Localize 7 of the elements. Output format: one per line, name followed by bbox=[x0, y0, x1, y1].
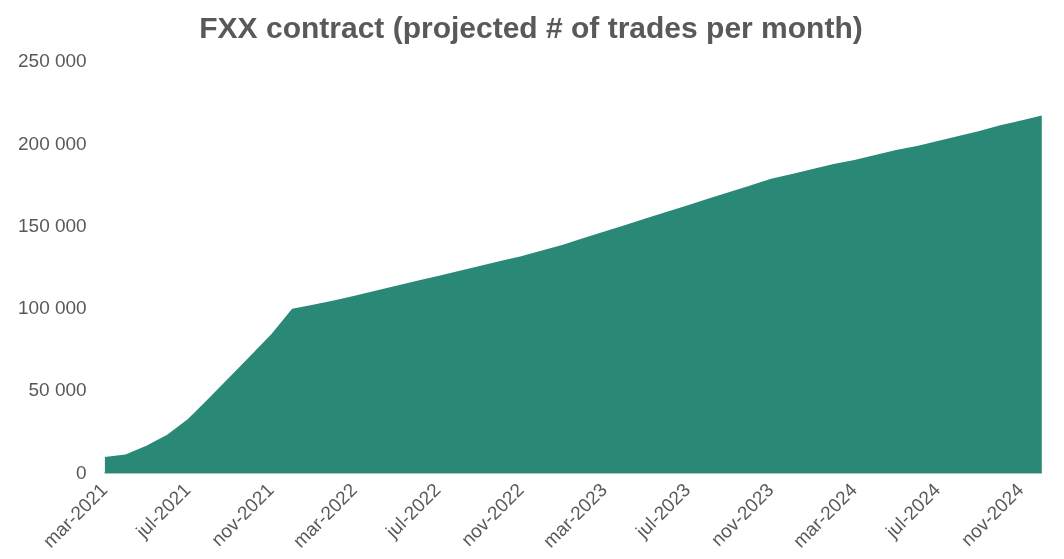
y-tick-label: 150 000 bbox=[17, 214, 87, 236]
chart-title: FXX contract (projected # of trades per month) bbox=[199, 11, 863, 45]
y-tick-label: 250 000 bbox=[17, 50, 87, 72]
y-tick-label: 200 000 bbox=[17, 132, 87, 154]
y-tick-label: 100 000 bbox=[17, 297, 87, 319]
y-tick-label: 50 000 bbox=[28, 379, 87, 401]
y-tick-label: 0 bbox=[76, 461, 87, 483]
